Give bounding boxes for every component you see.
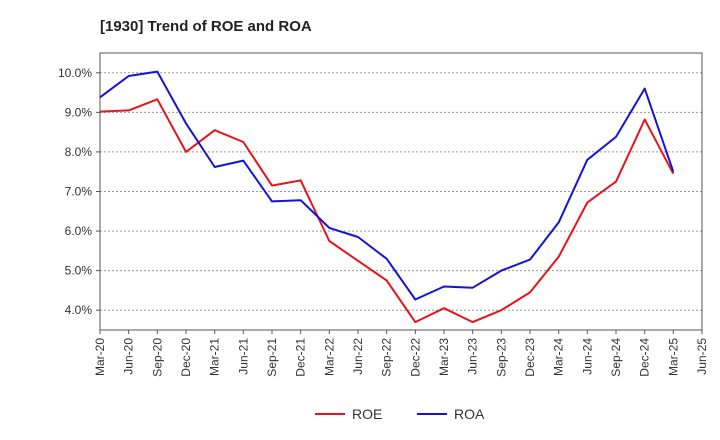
legend-label-roa: ROA [454,406,485,422]
x-tick-label: Mar-20 [93,338,107,376]
x-tick-label: Mar-23 [437,338,451,376]
y-tick-label: 4.0% [65,303,93,317]
x-tick-label: Jun-21 [236,338,250,375]
x-tick-label: Jun-22 [351,338,365,375]
y-tick-label: 5.0% [65,264,93,278]
x-tick-label: Sep-21 [265,338,279,377]
y-axis: 4.0% 5.0% 6.0% 7.0% 8.0% 9.0% 10.0% [58,66,100,317]
series-line-roa [99,70,675,301]
y-tick-label: 6.0% [65,224,93,238]
y-tick-label: 10.0% [58,66,92,80]
x-tick-label: Sep-24 [609,338,623,377]
legend: ROE ROA [315,406,485,422]
x-tick-label: Sep-20 [150,338,164,377]
x-tick-label: Mar-24 [552,338,566,376]
x-tick-label: Mar-25 [666,338,680,376]
x-tick-label: Mar-21 [208,338,222,376]
x-tick-label: Dec-21 [294,338,308,377]
x-tick-label: Dec-24 [638,338,652,377]
y-tick-label: 9.0% [65,105,93,119]
x-tick-label: Mar-22 [322,338,336,376]
x-tick-label: Jun-24 [580,338,594,375]
x-axis: Mar-20 Jun-20 Sep-20 Dec-20 Mar-21 Jun-21 Sep-… [93,330,709,377]
x-tick-label: Dec-23 [523,338,537,377]
chart-title: [1930] Trend of ROE and ROA [100,18,312,35]
series-group [99,70,675,324]
x-tick-label: Jun-25 [695,338,709,375]
x-tick-label: Jun-20 [122,338,136,375]
y-tick-label: 8.0% [65,145,93,159]
series-line-roe [99,98,675,324]
x-tick-label: Sep-22 [380,338,394,377]
x-tick-label: Dec-20 [179,338,193,377]
x-tick-label: Sep-23 [494,338,508,377]
gridlines [100,72,702,311]
y-tick-label: 7.0% [65,185,93,199]
x-tick-label: Jun-23 [466,338,480,375]
legend-label-roe: ROE [352,406,382,422]
x-tick-label: Dec-22 [408,338,422,377]
